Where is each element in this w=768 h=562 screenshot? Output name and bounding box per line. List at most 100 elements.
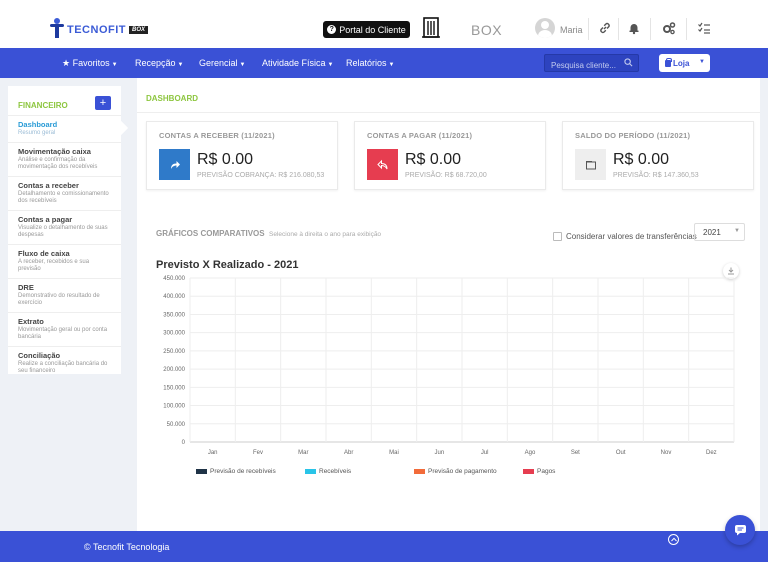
bell-icon[interactable] [627,21,641,35]
sidebar-item-movimentacao-caixa[interactable]: Movimentação caixa Análise e confirmação… [8,143,121,177]
sidebar-item-desc: Detalhamento e comissionamento dos receb… [18,190,109,205]
x-tick-label: Jan [208,450,218,456]
sidebar-item-desc: Movimentação geral ou por conta bancária [18,326,108,341]
tecnofit-logo[interactable]: TECNOFIT BOX [50,18,149,38]
nav-favoritos[interactable]: ★ Favoritos ▼ [62,58,118,69]
nav-relatorios[interactable]: Relatórios ▼ [346,58,394,68]
card-value: R$ 0.00 [613,151,670,168]
wallet-icon [575,149,606,180]
card-contas-a-pagar[interactable]: CONTAS A PAGAR (11/2021) R$ 0.00 PREVISÃ… [354,121,546,190]
nav-recepcao[interactable]: Recepção ▼ [135,58,183,68]
chevron-down-icon: ▼ [388,62,395,68]
y-tick-label: 450.000 [163,276,185,282]
logo-text: TECNOFIT [67,24,126,36]
year-select-value: 2021 [703,228,721,237]
divider [137,112,760,113]
y-tick-label: 250.000 [163,349,185,355]
sidebar-item-fluxo-de-caixa[interactable]: Fluxo de caixa A receber, recebidos e su… [8,245,121,279]
legend-swatch [414,469,425,474]
building-icon[interactable] [422,16,440,38]
x-tick-label: Fev [253,450,263,456]
sidebar-item-contas-a-receber[interactable]: Contas a receber Detalhamento e comissio… [8,177,121,211]
nav-label: Favoritos [72,58,110,68]
y-tick-label: 300.000 [163,331,185,337]
chevron-down-icon: ▼ [327,62,334,68]
sidebar-item-contas-a-pagar[interactable]: Contas a pagar Visualize o detalhamento … [8,211,121,245]
header-divider [650,18,651,40]
footer-copyright: © Tecnofit Tecnologia [84,542,170,552]
sidebar-item-label: Contas a pagar [18,214,73,224]
nav-gerencial[interactable]: Gerencial ▼ [199,58,245,68]
transfers-checkbox-label[interactable]: Considerar valores de transferências [566,232,697,241]
sidebar-item-extrato[interactable]: Extrato Movimentação geral ou por conta … [8,313,121,347]
card-saldo-do-periodo[interactable]: SALDO DO PERÍODO (11/2021) R$ 0.00 PREVI… [562,121,754,190]
sidebar-item-label: Movimentação caixa [18,146,91,156]
legend-item[interactable]: Pagos [523,468,555,475]
card-title: CONTAS A PAGAR (11/2021) [367,131,473,140]
card-subtitle: PREVISÃO: R$ 68.720,00 [405,172,487,179]
sidebar-item-label: Dashboard [18,120,58,129]
chevron-down-icon: ▼ [734,228,740,234]
sidebar-item-dre[interactable]: DRE Demonstrativo do resultado de exercí… [8,279,121,313]
x-tick-label: Set [571,450,580,456]
chat-icon [734,525,746,536]
sidebar-title: FINANCEIRO [18,101,68,110]
y-tick-label: 200.000 [163,367,185,373]
y-tick-label: 0 [182,440,186,446]
x-tick-label: Mar [298,450,308,456]
sidebar-item-dashboard[interactable]: Dashboard Resumo geral [8,116,121,143]
sidebar-header: FINANCEIRO + [8,86,121,116]
legend-item[interactable]: Previsão de pagamento [414,468,497,475]
header-divider [686,18,687,40]
sidebar-item-desc: A receber, recebidos e sua previsão [18,258,90,273]
user-avatar[interactable] [535,18,555,38]
x-tick-label: Abr [344,450,353,456]
portal-do-cliente-button[interactable]: ? Portal do Cliente [323,21,410,38]
sidebar-item-label: Extrato [18,316,44,326]
x-tick-label: Nov [661,450,672,456]
header-divider [588,18,589,40]
card-contas-a-receber[interactable]: CONTAS A RECEBER (11/2021) R$ 0.00 PREVI… [146,121,338,190]
download-icon [728,267,734,275]
logo-badge: BOX [129,26,149,34]
chart-download-button[interactable] [723,263,739,279]
sidebar-item-desc: Resumo geral [18,130,56,136]
legend-item[interactable]: Recebíveis [305,468,351,475]
star-icon: ★ [62,58,71,68]
share-arrow-icon [159,149,190,180]
nav-label: Relatórios [346,58,387,68]
card-title: SALDO DO PERÍODO (11/2021) [575,131,691,140]
year-select[interactable]: 2021 ▼ [694,223,745,241]
link-icon[interactable] [598,21,612,35]
client-search-input[interactable] [545,57,620,74]
nav-atividade-fisica[interactable]: Atividade Física ▼ [262,58,333,68]
store-button-label: Loja [673,58,690,68]
sidebar-item-label: Conciliação [18,350,61,360]
top-header: TECNOFIT BOX ? Portal do Cliente BOX Mar… [0,0,768,48]
checklist-icon[interactable] [697,21,711,35]
sidebar-item-label: Fluxo de caixa [18,248,70,258]
gears-icon[interactable] [662,21,676,35]
page-title: DASHBOARD [146,94,198,103]
add-button[interactable]: + [95,96,111,110]
x-tick-label: Out [616,450,626,456]
search-icon[interactable] [624,58,633,67]
comparisons-hint: Selecione à direita o ano para exibição [269,231,382,238]
reply-arrow-icon [367,149,398,180]
store-button[interactable]: Loja ▼ [659,54,710,72]
transfers-checkbox[interactable] [553,232,562,241]
box-label[interactable]: BOX [471,22,503,38]
chat-button[interactable] [725,515,755,545]
y-tick-label: 100.000 [163,404,185,410]
sidebar-item-conciliacao[interactable]: Conciliação Realize a conciliação bancár… [8,347,121,380]
sidebar-item-desc: Realize a conciliação bancária do seu fi… [18,360,108,375]
card-title: CONTAS A RECEBER (11/2021) [159,131,275,140]
legend-label: Previsão de recebíveis [210,468,276,475]
user-name[interactable]: Maria [560,25,583,35]
scroll-up-icon[interactable] [668,534,679,545]
nav-label: Gerencial [199,58,238,68]
x-tick-label: Jun [434,450,444,456]
legend-item[interactable]: Previsão de recebíveis [196,468,276,475]
sidebar: FINANCEIRO + Dashboard Resumo geral Movi… [0,78,137,531]
legend-swatch [305,469,316,474]
